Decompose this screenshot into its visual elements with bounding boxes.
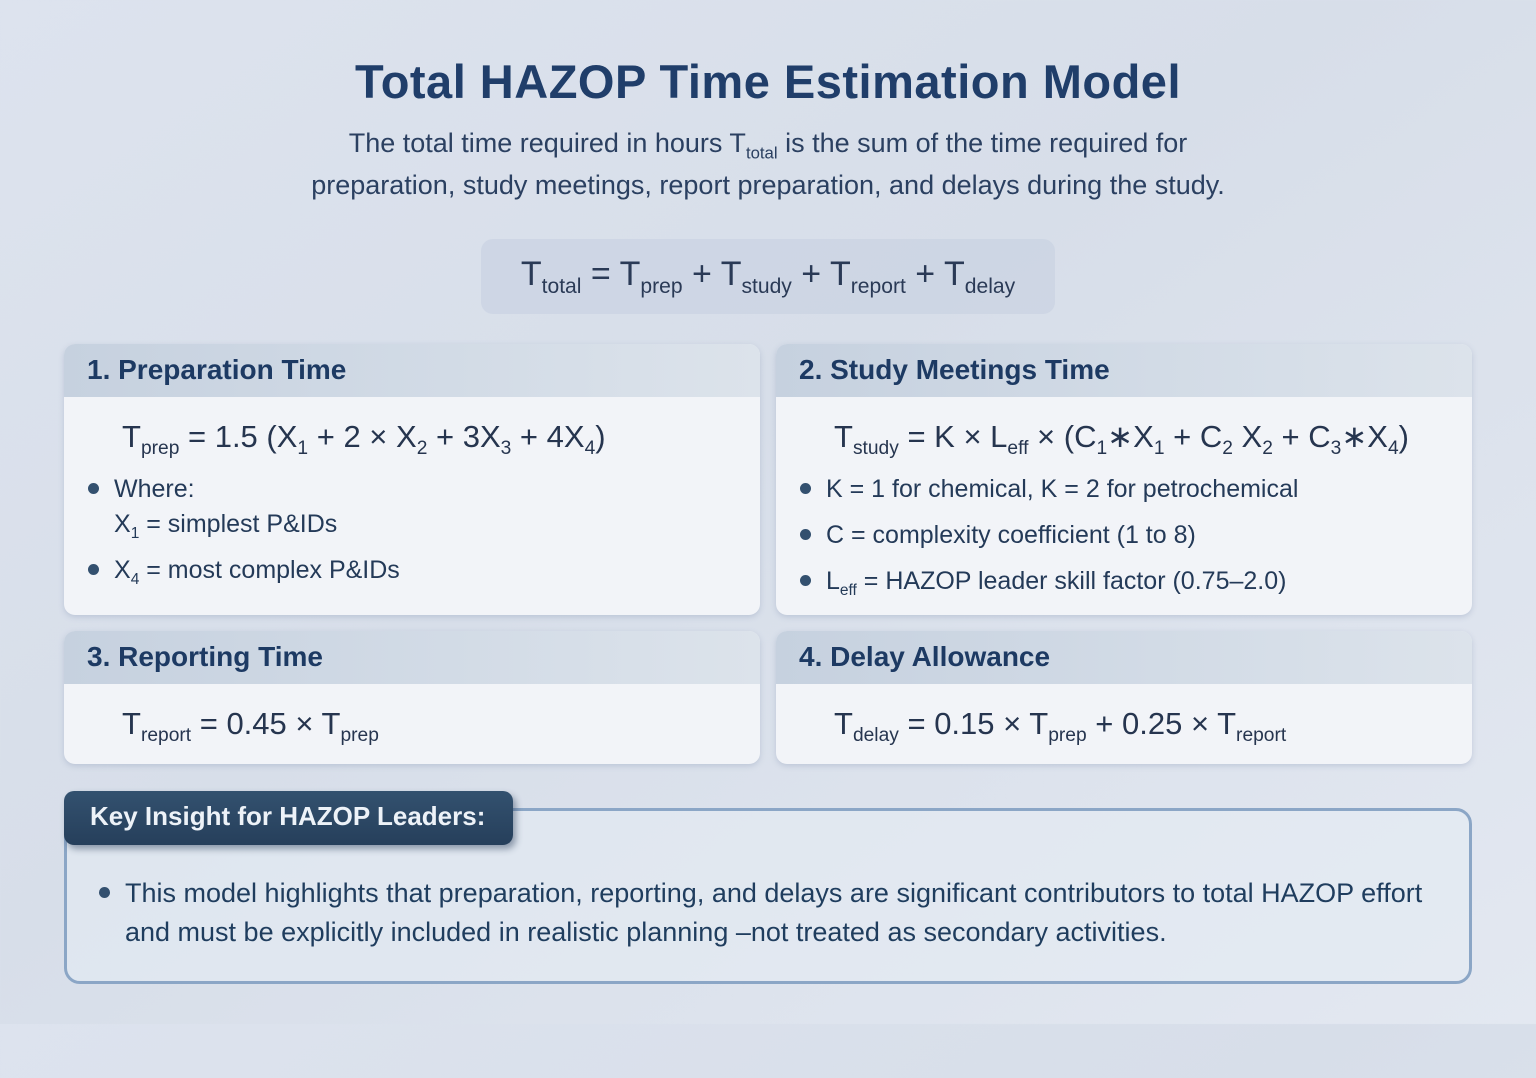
total-formula: Ttotal = Tprep + Tstudy + Treport + Tdel… [520, 254, 1016, 298]
panel-preparation-header: 1. Preparation Time [64, 343, 760, 397]
panel-preparation-time: 1. Preparation Time Tprep = 1.5 (X1 + 2 … [64, 343, 760, 615]
panel-delay-header: 4. Delay Allowance [776, 630, 1472, 684]
bullet-dot-icon [800, 482, 811, 494]
key-insight-box: This model highlights that preparation, … [64, 807, 1472, 984]
panel-study-header: 2. Study Meetings Time [776, 343, 1472, 397]
list-item: Leff = HAZOP leader skill factor (0.75–2… [800, 564, 1448, 599]
hazop-infographic: Total HAZOP Time Estimation Model The to… [0, 54, 1536, 984]
study-bullet-list: K = 1 for chemical, K = 2 for petrochemi… [800, 472, 1448, 599]
subtitle-line-1: The total time required in hours Ttotal … [348, 128, 1188, 163]
prep-bullet-where: Where: X1 = simplest P&IDs [114, 474, 338, 542]
list-item: This model highlights that preparation, … [99, 874, 1439, 952]
list-item: Where: X1 = simplest P&IDs [88, 472, 736, 542]
insight-bullet-list: This model highlights that preparation, … [99, 874, 1439, 952]
total-formula-box: Ttotal = Tprep + Tstudy + Treport + Tdel… [480, 238, 1056, 314]
bullet-dot-icon [99, 886, 110, 898]
subtitle: The total time required in hours Ttotal … [0, 123, 1536, 207]
bullet-dot-icon [88, 563, 99, 575]
list-item: K = 1 for chemical, K = 2 for petrochemi… [800, 472, 1448, 507]
subtitle-line-2: preparation, study meetings, report prep… [311, 169, 1225, 200]
key-insight-badge: Key Insight for HAZOP Leaders: [64, 790, 514, 845]
prep-bullet-list: Where: X1 = simplest P&IDs X4 = most comp… [88, 472, 736, 588]
report-formula: Treport = 0.45 × Tprep [122, 705, 379, 746]
panel-study-meetings-time: 2. Study Meetings Time Tstudy = K × Leff… [776, 343, 1472, 615]
delay-formula: Tdelay = 0.15 × Tprep + 0.25 × Treport [834, 705, 1287, 746]
panel-delay-allowance: 4. Delay Allowance Tdelay = 0.15 × Tprep… [776, 630, 1472, 764]
study-formula: Tstudy = K × Leff × (C1∗X1 + C2 X2 + C3∗… [834, 418, 1409, 459]
list-item: C = complexity coefficient (1 to 8) [800, 518, 1448, 553]
study-bullet-k: K = 1 for chemical, K = 2 for petrochemi… [826, 474, 1299, 503]
prep-formula: Tprep = 1.5 (X1 + 2 × X2 + 3X3 + 4X4) [122, 418, 606, 459]
panel-preparation-body: Tprep = 1.5 (X1 + 2 × X2 + 3X3 + 4X4) Wh… [64, 397, 760, 604]
insight-text: This model highlights that preparation, … [125, 877, 1423, 947]
panel-study-body: Tstudy = K × Leff × (C1∗X1 + C2 X2 + C3∗… [776, 397, 1472, 615]
panel-reporting-header: 3. Reporting Time [64, 630, 760, 684]
panel-reporting-body: Treport = 0.45 × Tprep [64, 684, 760, 764]
panel-reporting-time: 3. Reporting Time Treport = 0.45 × Tprep [64, 630, 760, 764]
prep-bullet-x4: X4 = most complex P&IDs [114, 555, 400, 588]
panel-delay-body: Tdelay = 0.15 × Tprep + 0.25 × Treport [776, 684, 1472, 764]
bullet-dot-icon [800, 528, 811, 540]
study-bullet-c: C = complexity coefficient (1 to 8) [826, 520, 1196, 549]
page-title: Total HAZOP Time Estimation Model [354, 55, 1182, 108]
panels-grid: 1. Preparation Time Tprep = 1.5 (X1 + 2 … [64, 343, 1472, 764]
bullet-dot-icon [800, 574, 811, 586]
bullet-dot-icon [88, 482, 99, 494]
list-item: X4 = most complex P&IDs [88, 553, 736, 588]
key-insight-section: Key Insight for HAZOP Leaders: This mode… [64, 790, 1472, 984]
study-bullet-leff: Leff = HAZOP leader skill factor (0.75–2… [826, 566, 1287, 599]
